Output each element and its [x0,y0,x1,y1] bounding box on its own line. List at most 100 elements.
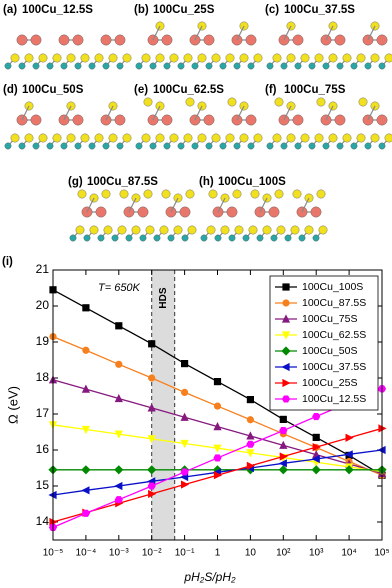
panel-tag: (h) [199,176,214,188]
atom [145,225,155,235]
atom [350,62,358,70]
marker [147,403,156,412]
atom [167,234,175,242]
y-tick-label: 21 [36,262,50,276]
bond [325,25,334,41]
bond [105,105,114,121]
y-axis-label: Ω (eV) [5,386,20,424]
atom [183,53,193,63]
atom [38,133,48,143]
marker [115,322,123,330]
panel-label: 100Cu_12.5S [22,4,93,16]
marker [312,433,320,441]
panel-tag: (f) [265,84,277,96]
atom [274,189,284,199]
marker [282,299,290,307]
marker [148,489,157,499]
x-tick-label: 10⁻⁴ [76,548,97,559]
marker [213,422,222,431]
marker [278,459,287,468]
atom [83,234,91,242]
atom [280,142,288,150]
atom [376,114,388,126]
atom [316,97,326,107]
atom [200,234,208,242]
atom [169,53,179,63]
atom [139,234,147,242]
atom [114,114,126,126]
y-tick-label: 18 [36,370,50,384]
marker [147,465,157,475]
atom [334,34,346,46]
atom [89,225,99,235]
marker [246,449,255,458]
legend-label: 100Cu_62.5S [302,329,366,341]
atom [119,189,129,199]
atom [103,225,113,235]
atom [358,97,368,107]
y-tick-label: 19 [36,334,50,348]
atom [266,62,274,70]
atom [286,53,296,63]
x-tick-label: 10⁴ [341,548,356,559]
atom [114,34,126,46]
legend-label: 100Cu_87.5S [302,297,366,309]
marker [81,509,90,517]
panel-tag: (c) [265,4,279,16]
x-tick-label: 10³ [309,548,324,559]
atom [336,62,344,70]
marker [281,362,290,372]
panel-tag: (b) [134,4,149,16]
atom [208,189,218,199]
atom [52,133,62,143]
marker [246,440,255,448]
atom [316,189,326,199]
bond [170,197,179,213]
atom [185,97,195,107]
atom [46,62,54,70]
atom [300,53,310,63]
atom [10,133,20,143]
atom [191,142,199,150]
atom [308,62,316,70]
legend-label: 100Cu_100S [302,281,363,293]
atom [378,62,386,70]
atom [242,234,250,242]
marker [114,481,123,491]
atom [203,34,215,46]
x-axis-label: pH₂S/pH₂ [183,570,236,584]
marker [282,283,290,291]
marker [148,340,156,348]
panel-label: 100Cu_75S [284,84,346,96]
atom [187,225,197,235]
atom [300,133,310,143]
atom [97,234,105,242]
atom [94,53,104,63]
panel-label: 100Cu_25S [153,4,215,16]
atom [149,62,157,70]
marker [213,471,223,480]
atom [370,133,380,143]
marker [311,454,320,464]
marker [281,314,291,323]
atom [262,225,272,235]
atom [153,234,161,242]
marker [147,435,156,444]
atom [74,142,82,150]
atom [376,34,388,46]
atom [266,142,274,150]
atom [364,142,372,150]
atom [163,62,171,70]
atom [328,133,338,143]
atom [270,234,278,242]
atom [268,206,280,218]
x-tick-label: 10⁻¹ [175,548,195,559]
bond [236,105,245,121]
x-tick-label: 10² [276,548,291,559]
region-label: HDS [158,287,169,308]
atom [60,62,68,70]
marker [181,360,189,368]
panel-tag: (i) [2,256,13,268]
atom [24,133,34,143]
atom [227,97,237,107]
